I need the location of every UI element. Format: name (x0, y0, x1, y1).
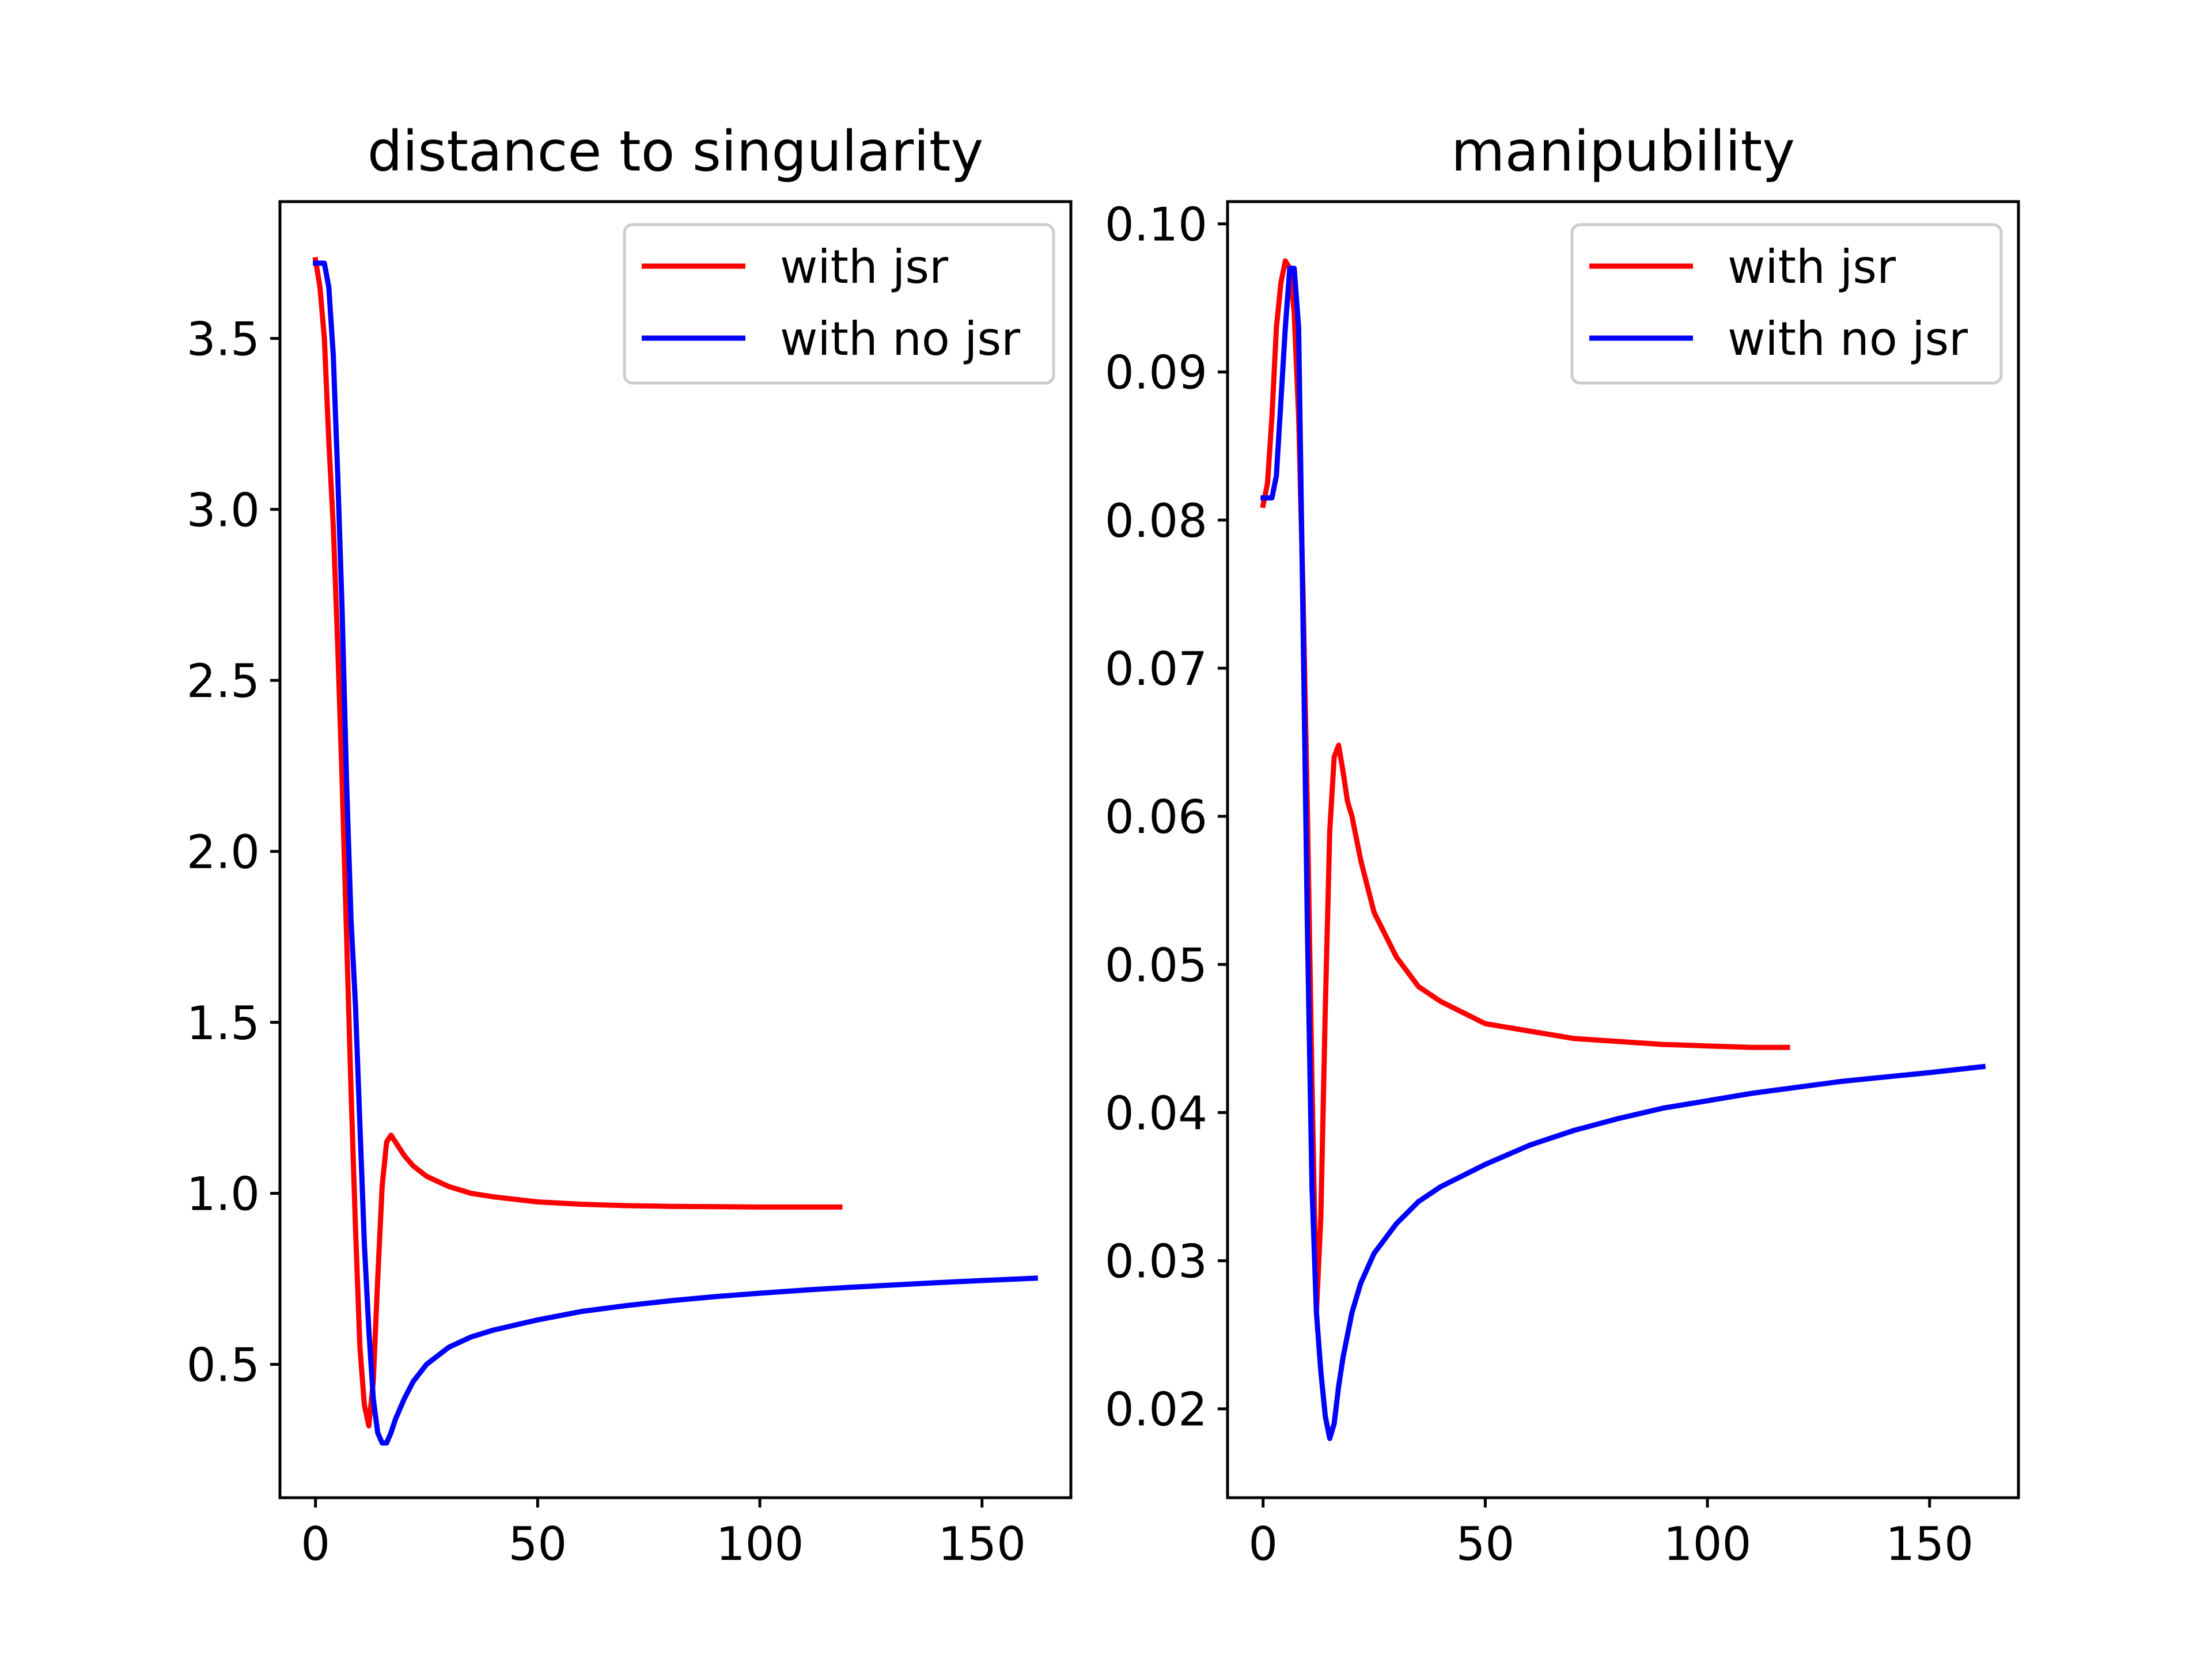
axes-frame (1226, 200, 2020, 1499)
legend-label: with jsr (780, 240, 948, 294)
series-group (1260, 258, 1986, 1441)
left-plot-group: distance to singularity 0 50 100 150 0.5 1.0 1.… (187, 119, 1073, 1571)
series-line-with-no-jsr (1260, 266, 1986, 1441)
y-tick-label: 2.5 (187, 654, 260, 708)
y-tick-label: 2.0 (187, 825, 260, 879)
series-line-with-no-jsr (313, 260, 1038, 1446)
y-tick-label: 0.02 (1105, 1383, 1207, 1437)
legend-label: with jsr (1728, 240, 1896, 294)
x-tick-label: 150 (938, 1517, 1026, 1571)
legend: with jsr with no jsr (1570, 223, 2003, 385)
x-tick-label: 0 (301, 1517, 330, 1571)
y-tick-label: 0.5 (187, 1338, 260, 1392)
y-tick-label: 0.08 (1105, 494, 1207, 548)
y-tick-label: 3.0 (187, 483, 260, 537)
y-tick-label: 0.04 (1105, 1086, 1207, 1140)
y-tick-label: 0.07 (1105, 642, 1207, 696)
legend: with jsr with no jsr (623, 223, 1055, 385)
x-tick-label: 0 (1248, 1517, 1278, 1571)
x-tick-label: 50 (1456, 1517, 1514, 1571)
right-plot-group: manipubility 0 50 100 150 0.02 0.03 0.04 0.05 0.0… (1105, 119, 2020, 1571)
legend-label: with no jsr (780, 312, 1020, 366)
y-tick-label: 0.06 (1105, 790, 1207, 844)
y-tick-label: 0.03 (1105, 1235, 1207, 1289)
x-tick-label: 150 (1885, 1517, 1974, 1571)
x-tick-label: 100 (716, 1517, 804, 1571)
legend-label: with no jsr (1728, 312, 1968, 366)
x-tick-label: 100 (1664, 1517, 1752, 1571)
series-group (312, 256, 1038, 1446)
y-tick-label: 1.0 (187, 1168, 260, 1221)
series-line-with-jsr (1260, 258, 1790, 1316)
axes-frame (278, 200, 1073, 1499)
plot-title: distance to singularity (368, 119, 984, 184)
series-line-with-jsr (312, 256, 843, 1429)
y-tick-label: 3.5 (187, 312, 260, 366)
y-tick-label: 0.09 (1105, 346, 1207, 400)
plot-title: manipubility (1451, 119, 1795, 184)
y-tick-label: 0.05 (1105, 938, 1207, 992)
y-tick-label: 1.5 (187, 997, 260, 1050)
x-tick-label: 50 (508, 1517, 567, 1571)
y-tick-label: 0.10 (1105, 198, 1207, 252)
